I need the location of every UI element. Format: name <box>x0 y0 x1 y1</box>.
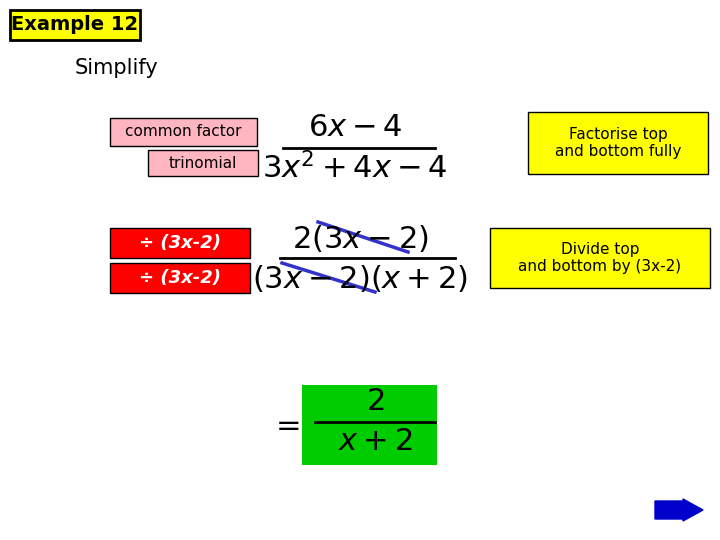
Text: Factorise top
and bottom fully: Factorise top and bottom fully <box>555 127 681 159</box>
Bar <box>302 385 437 465</box>
Text: $3x^2+4x-4$: $3x^2+4x-4$ <box>262 152 448 184</box>
Text: $2$: $2$ <box>366 388 384 416</box>
Text: $x+2$: $x+2$ <box>338 428 413 456</box>
FancyArrow shape <box>655 499 703 521</box>
Text: $=$: $=$ <box>270 410 300 440</box>
Text: $(3x-2)(x+2)$: $(3x-2)(x+2)$ <box>252 262 468 294</box>
Text: ÷ (3x-2): ÷ (3x-2) <box>139 234 221 252</box>
Text: ÷ (3x-2): ÷ (3x-2) <box>139 269 221 287</box>
Bar <box>110 118 257 146</box>
Bar <box>110 263 250 293</box>
Bar <box>490 228 710 288</box>
Text: common factor: common factor <box>125 125 241 139</box>
Text: Divide top
and bottom by (3x-2): Divide top and bottom by (3x-2) <box>518 242 682 274</box>
Text: trinomial: trinomial <box>168 156 237 171</box>
Bar <box>148 150 258 176</box>
Bar <box>110 228 250 258</box>
Text: $2(3x-2)$: $2(3x-2)$ <box>292 222 428 253</box>
Text: Simplify: Simplify <box>75 58 158 78</box>
Text: $6x-4$: $6x-4$ <box>307 113 402 143</box>
Bar <box>528 112 708 174</box>
Text: Example 12: Example 12 <box>12 16 138 35</box>
Bar <box>10 10 140 40</box>
